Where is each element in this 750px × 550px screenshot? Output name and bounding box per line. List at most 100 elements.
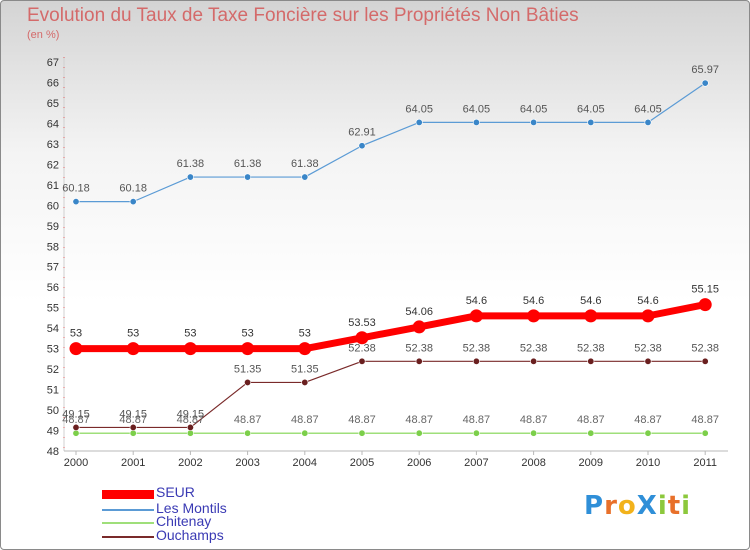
data-label: 49.15 (62, 408, 90, 420)
y-tick-label: 49 (47, 426, 59, 438)
legend-label-les-montils: Les Montils (156, 500, 227, 516)
data-label: 54.06 (405, 306, 433, 318)
data-label: 62.91 (348, 127, 376, 139)
data-point (355, 331, 369, 345)
x-tick-label: 2000 (64, 457, 88, 469)
x-tick-label: 2004 (293, 457, 317, 469)
data-point (244, 378, 252, 386)
x-tick-label: 2003 (235, 457, 259, 469)
series-ouchamps (72, 357, 709, 431)
data-label: 48.87 (405, 414, 433, 426)
data-point (358, 429, 366, 437)
data-point (358, 357, 366, 365)
data-label: 60.18 (119, 183, 147, 195)
y-tick-label: 57 (47, 262, 59, 274)
legend-swatch-chitenay (102, 522, 154, 524)
chart-subtitle: (en %) (27, 29, 60, 41)
data-label: 48.87 (634, 414, 662, 426)
data-label: 48.87 (291, 414, 319, 426)
data-point (72, 423, 80, 431)
y-tick-label: 67 (47, 57, 59, 69)
data-label: 60.18 (62, 183, 90, 195)
y-tick-label: 52 (47, 364, 59, 376)
data-label: 52.38 (348, 342, 376, 354)
data-label: 64.05 (405, 103, 433, 115)
data-point (72, 198, 80, 206)
y-tick-label: 61 (47, 180, 59, 192)
series-line (76, 360, 706, 429)
y-tick-label: 59 (47, 221, 59, 233)
y-tick-labels: 48 49 50 51 52 53 54 55 56 57 58 59 60 61 62 63 64 65 66 67 (47, 57, 59, 458)
y-tick-label: 64 (47, 118, 59, 130)
data-point (358, 142, 366, 150)
data-label: 49.15 (177, 408, 205, 420)
data-point (587, 357, 595, 365)
x-tick-label: 2005 (350, 457, 374, 469)
y-tick-label: 56 (47, 282, 59, 294)
data-label: 52.38 (405, 342, 433, 354)
logo-letter: P (584, 491, 605, 521)
data-point (644, 429, 652, 437)
x-tick-label: 2001 (121, 457, 145, 469)
logo-letter: o (617, 491, 637, 521)
data-label: 53 (127, 328, 139, 340)
data-point (415, 357, 423, 365)
data-point (244, 173, 252, 181)
data-label: 61.38 (234, 158, 262, 170)
y-tick-label: 58 (47, 241, 59, 253)
data-label: 53 (184, 328, 196, 340)
y-tick-label: 66 (47, 77, 59, 89)
data-point (587, 118, 595, 126)
x-tick-label: 2008 (521, 457, 545, 469)
data-label: 61.38 (291, 158, 319, 170)
x-tick-labels: 2000 2001 2002 2003 2004 2005 2006 2007 2008 2009… (64, 451, 717, 469)
data-labels-chitenay: 48.87 48.87 48.87 48.87 48.87 48.87 48.87 48.87… (62, 414, 719, 426)
logo-letter: i (681, 491, 692, 521)
data-point (584, 309, 598, 323)
x-tick-label: 2006 (407, 457, 431, 469)
data-label: 48.87 (119, 414, 147, 426)
data-labels-ouchamps: 49.15 49.15 49.15 51.35 51.35 52.38 52.38 52.38… (62, 342, 719, 420)
proxiti-logo: ProXiti (584, 491, 691, 521)
data-label: 64.05 (577, 103, 605, 115)
data-label: 64.05 (520, 103, 548, 115)
data-point (698, 298, 712, 312)
legend-label-chitenay: Chitenay (156, 513, 212, 529)
x-tick-label: 2009 (579, 457, 603, 469)
data-point (472, 357, 480, 365)
data-point (530, 118, 538, 126)
data-label: 53 (70, 328, 82, 340)
data-point (472, 429, 480, 437)
y-tick-label: 50 (47, 405, 59, 417)
x-tick-label: 2002 (178, 457, 202, 469)
data-point (587, 429, 595, 437)
legend-swatch-les-montils (102, 509, 154, 511)
data-point (186, 173, 194, 181)
data-label: 64.05 (463, 103, 491, 115)
data-label: 48.87 (520, 414, 548, 426)
data-label: 64.05 (634, 103, 662, 115)
data-label: 65.97 (691, 64, 719, 76)
y-tick-label: 63 (47, 139, 59, 151)
data-point (129, 198, 137, 206)
data-point (701, 357, 709, 365)
series-les-montils (72, 79, 709, 206)
logo-letter: t (667, 491, 682, 521)
data-label: 52.38 (634, 342, 662, 354)
y-tick-label: 54 (47, 323, 59, 335)
series-seur (69, 298, 712, 356)
data-point (530, 429, 538, 437)
legend-swatch-seur (102, 490, 154, 499)
data-point (701, 79, 709, 87)
data-label: 49.15 (119, 408, 147, 420)
data-label: 53.53 (348, 317, 376, 329)
data-point (129, 423, 137, 431)
data-point (301, 378, 309, 386)
data-point (644, 118, 652, 126)
data-point (469, 309, 483, 323)
data-label: 48.87 (691, 414, 719, 426)
data-label: 54.6 (523, 295, 544, 307)
data-point (415, 118, 423, 126)
data-point (472, 118, 480, 126)
